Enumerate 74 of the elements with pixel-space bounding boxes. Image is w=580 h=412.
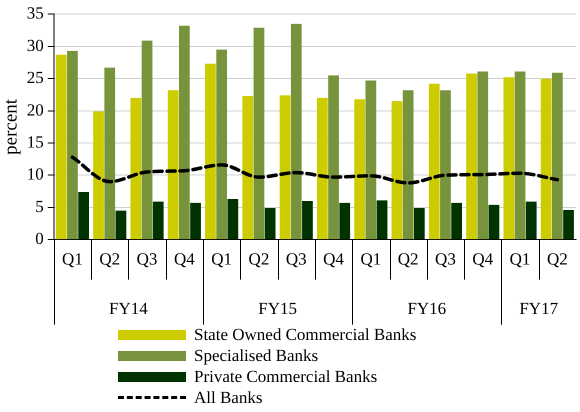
x-tick-label: Q2 (248, 249, 270, 268)
y-tick-label: 15 (26, 132, 44, 152)
bar (78, 192, 90, 240)
bar (488, 204, 500, 240)
line-series (70, 155, 560, 185)
bar (302, 200, 313, 240)
bar (56, 54, 67, 240)
legend-label: Private Commercial Banks (194, 366, 378, 387)
x-tick-label: Q4 (323, 249, 344, 268)
bar (67, 50, 78, 240)
bar (290, 24, 302, 240)
bar (451, 202, 462, 240)
y-tick-label: 25 (26, 68, 44, 88)
bar (354, 99, 366, 240)
bar (552, 72, 563, 240)
text: FY16 (407, 299, 446, 318)
bar (328, 75, 339, 240)
bar (514, 72, 526, 240)
x-tick-label: Q4 (174, 249, 196, 268)
bar (402, 90, 414, 240)
bar (178, 26, 190, 240)
y-tick-label: 10 (26, 164, 44, 184)
bar (227, 199, 238, 240)
bar (254, 28, 264, 240)
y-axis-title: percent (0, 98, 22, 155)
bar (316, 98, 328, 240)
x-tick-label: Q3 (435, 249, 456, 268)
bar (466, 73, 477, 240)
bar (216, 50, 228, 240)
x-tick-label: Q1 (510, 249, 530, 268)
bar (414, 208, 425, 240)
bar (563, 210, 574, 240)
x-tick-label: Q4 (472, 249, 494, 268)
bar (93, 111, 104, 240)
x-tick-label: Q1 (62, 249, 83, 268)
legend-label: All Banks (194, 387, 262, 408)
bar (339, 202, 350, 240)
bar (280, 95, 290, 240)
bar (264, 208, 276, 240)
bar (116, 210, 126, 240)
text: FY15 (258, 299, 297, 318)
bar (142, 40, 152, 240)
bar (205, 64, 216, 240)
bar (428, 84, 440, 240)
legend-label: State Owned Commercial Banks (194, 324, 416, 345)
bar (365, 80, 376, 240)
bar (190, 202, 201, 240)
y-tick-label: 30 (26, 36, 44, 55)
y-tick-label: 35 (26, 4, 44, 23)
bar (242, 96, 254, 240)
x-tick-label: Q3 (136, 249, 158, 268)
legend-label: Specialised Banks (194, 345, 318, 366)
bar (440, 90, 451, 240)
y-tick-label: 20 (26, 100, 44, 120)
x-tick-label: Q2 (398, 249, 419, 268)
bar (540, 78, 552, 240)
text: FY17 (519, 299, 559, 318)
bar (104, 68, 116, 240)
x-tick-label: Q1 (211, 249, 232, 268)
y-tick-label: 5 (35, 196, 44, 216)
bar (477, 72, 488, 240)
bar (526, 202, 537, 240)
x-tick-label: Q2 (99, 249, 120, 268)
bar (376, 200, 388, 240)
x-tick-label: Q1 (360, 249, 382, 268)
bar (152, 202, 164, 240)
text: FY14 (109, 299, 148, 318)
y-tick-label: 0 (35, 229, 44, 248)
bar (503, 77, 514, 240)
x-tick-label: Q2 (546, 249, 568, 268)
bar (130, 98, 142, 240)
bar (392, 101, 402, 240)
bar (168, 90, 179, 240)
x-tick-label: Q3 (286, 249, 307, 268)
